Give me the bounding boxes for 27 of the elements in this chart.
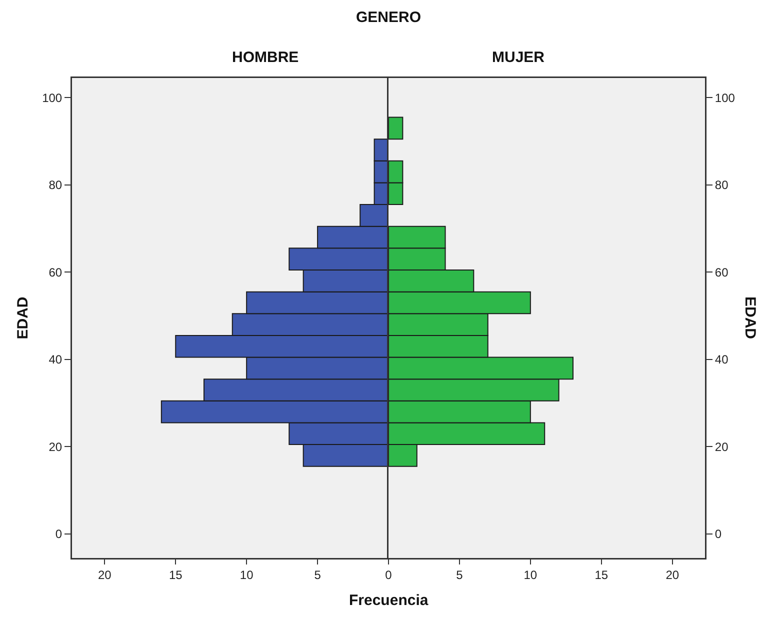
y-tick-label: 60: [48, 265, 62, 280]
text: GENERO: [356, 9, 422, 26]
y-axis-title: EDAD: [14, 296, 32, 340]
x-tick-label: 0: [385, 568, 392, 582]
x-tick-label: 10: [524, 568, 538, 582]
y-tick-label: 40: [714, 352, 729, 367]
x-tick-label: 5: [314, 568, 322, 582]
y-tick-label: 20: [714, 440, 729, 454]
y-tick-label: 40: [48, 352, 62, 367]
text: Frecuencia: [349, 592, 429, 609]
y-axis-title: EDAD: [742, 296, 758, 340]
x-tick-label: 15: [594, 568, 608, 582]
y-tick-label: 100: [714, 90, 736, 105]
y-tick-label: 80: [714, 178, 729, 192]
y-tick-label: 0: [714, 527, 722, 542]
chart-title: HOMBRE: [232, 49, 299, 66]
y-tick-label: 80: [48, 178, 62, 192]
y-tick-label: 20: [48, 440, 62, 454]
x-tick-label: 5: [456, 568, 464, 582]
y-tick-label: 0: [55, 527, 62, 542]
x-tick-label: 10: [240, 568, 254, 582]
x-tick-label: 20: [98, 568, 112, 582]
y-tick-label: 60: [714, 265, 729, 280]
chart-title: MUJER: [492, 49, 545, 66]
x-tick-label: 15: [168, 568, 183, 582]
x-tick-label: 20: [666, 568, 680, 582]
y-tick-label: 100: [42, 90, 62, 105]
